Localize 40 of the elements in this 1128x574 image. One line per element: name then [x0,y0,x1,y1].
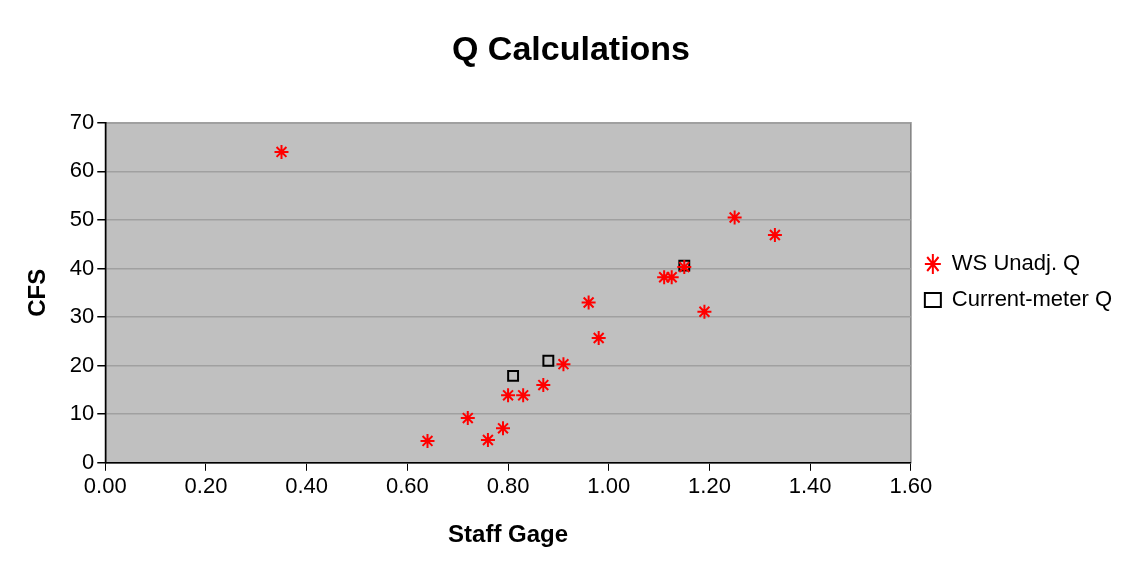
y-tick-label: 50 [69,206,95,232]
point [580,294,597,311]
y-tick-label: 30 [69,303,95,329]
chart-title: Q Calculations [451,28,691,67]
x-tick-label: 0.40 [285,473,329,499]
x-tick-label: 1.40 [788,473,832,499]
y-tick-label: 0 [82,448,95,474]
point [515,387,532,404]
point [555,356,572,373]
x-tick-label: 0.80 [486,473,530,499]
point [500,387,517,404]
x-tick-label: 1.20 [688,473,731,499]
y-tick-label: 40 [69,254,95,280]
point [696,303,713,320]
y-tick-label: 20 [69,351,95,377]
legend-label: Current-meter Q [951,286,1113,312]
x-tick-label: 0.60 [385,473,429,499]
point [678,259,691,272]
point [479,431,496,448]
point [419,432,436,449]
point [766,227,783,243]
y-axis-title: CFS [23,268,51,317]
y-tick-label: 70 [69,108,95,134]
legend-label: WS Unadj. Q [951,250,1081,276]
x-tick-label: 0.00 [83,473,127,499]
point [676,259,693,276]
x-axis-title: Staff Gage [448,520,569,548]
point [495,420,512,437]
point [535,377,552,394]
point [726,209,743,226]
x-tick-label: 1.00 [587,473,631,499]
x-tick-label: 0.20 [184,473,228,499]
point [590,329,607,346]
point [542,354,555,367]
point [459,410,476,427]
y-tick-label: 10 [69,400,95,426]
point [507,369,520,382]
y-tick-label: 60 [69,157,95,183]
x-tick-label: 1.60 [889,473,933,499]
point [273,143,290,160]
